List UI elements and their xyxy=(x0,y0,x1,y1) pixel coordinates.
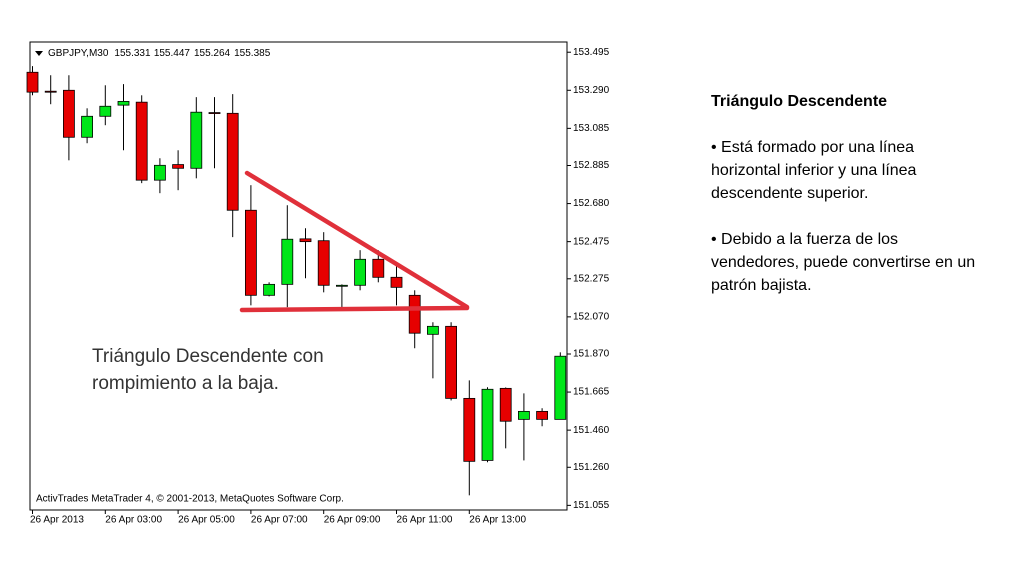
y-tick-label: 153.290 xyxy=(573,85,610,96)
candle-body xyxy=(335,284,348,287)
candle-body xyxy=(354,258,367,286)
candle-body xyxy=(172,164,185,169)
triangle-lower xyxy=(239,305,470,313)
header-value: 155.447 xyxy=(154,48,191,59)
candle-body xyxy=(117,101,130,106)
menu-arrow xyxy=(35,51,43,56)
candle-body xyxy=(372,258,385,278)
candle-body xyxy=(226,112,239,211)
y-tick-label: 151.870 xyxy=(573,349,610,360)
candle-body xyxy=(208,112,221,114)
candle-body xyxy=(536,410,548,420)
x-tick-label: 26 Apr 07:00 xyxy=(251,515,308,526)
candle-body xyxy=(190,111,203,169)
annotation: Triángulo Descendente con xyxy=(92,346,324,367)
footer: ActivTrades MetaTrader 4, © 2001-2013, M… xyxy=(36,494,344,505)
candle-body xyxy=(153,164,166,181)
candle-body xyxy=(44,90,57,93)
x-tick-label: 26 Apr 13:00 xyxy=(469,515,526,526)
bullet: • Está formado por una línea horizontal … xyxy=(711,139,917,202)
symbol: GBPJPY,M30 xyxy=(48,48,109,59)
candle-body xyxy=(63,89,75,138)
y-tick-label: 152.680 xyxy=(573,198,610,209)
triangle-upper xyxy=(244,170,470,310)
x-tick-label: 26 Apr 11:00 xyxy=(397,515,453,526)
candle-body xyxy=(81,115,93,138)
x-tick-label: 26 Apr 05:00 xyxy=(178,515,235,526)
y-tick-label: 151.460 xyxy=(573,425,610,436)
candle-body xyxy=(99,105,112,117)
plot-frame xyxy=(29,41,568,511)
candle-body xyxy=(463,397,476,462)
y-tick-label: 151.260 xyxy=(573,462,610,473)
candle-body xyxy=(445,325,458,399)
candle-body xyxy=(499,387,512,422)
candle-body xyxy=(244,209,257,296)
candle-body xyxy=(281,238,294,285)
candle-body xyxy=(263,283,276,296)
candle-body xyxy=(135,101,148,181)
candle-body xyxy=(554,355,567,420)
candle-body xyxy=(317,240,330,286)
candle-body xyxy=(481,388,494,461)
text-panel: Triángulo Descendente • Está formado por… xyxy=(711,90,986,320)
y-tick-label: 153.085 xyxy=(573,123,610,134)
annotation: rompimiento a la baja. xyxy=(92,373,279,394)
x-tick-label: 26 Apr 03:00 xyxy=(105,515,162,526)
header-value: 155.385 xyxy=(234,48,271,59)
y-tick-label: 152.885 xyxy=(573,160,610,171)
header-value: 155.264 xyxy=(194,48,231,59)
y-tick-label: 152.070 xyxy=(573,311,610,322)
candle-body xyxy=(299,238,312,243)
candle-body xyxy=(390,276,403,288)
header-value: 155.331 xyxy=(114,48,151,59)
panel-title: Triángulo Descendente xyxy=(711,93,888,110)
candle-body xyxy=(518,410,530,420)
candle-body xyxy=(426,325,439,335)
bullet: • Debido a la fuerza de los vendedores, … xyxy=(711,231,976,294)
candle-body xyxy=(26,71,39,93)
y-tick-label: 151.055 xyxy=(573,500,610,511)
y-tick-label: 151.665 xyxy=(573,387,610,398)
x-tick-label: 26 Apr 2013 xyxy=(30,515,84,526)
x-tick-label: 26 Apr 09:00 xyxy=(324,515,381,526)
candle-body xyxy=(408,294,421,334)
y-tick-label: 152.475 xyxy=(573,236,610,247)
y-tick-label: 152.275 xyxy=(573,273,610,284)
y-tick-label: 153.495 xyxy=(573,47,610,58)
chart-header: GBPJPY,M30 155.331 155.447 155.264 155.385 xyxy=(48,48,271,59)
